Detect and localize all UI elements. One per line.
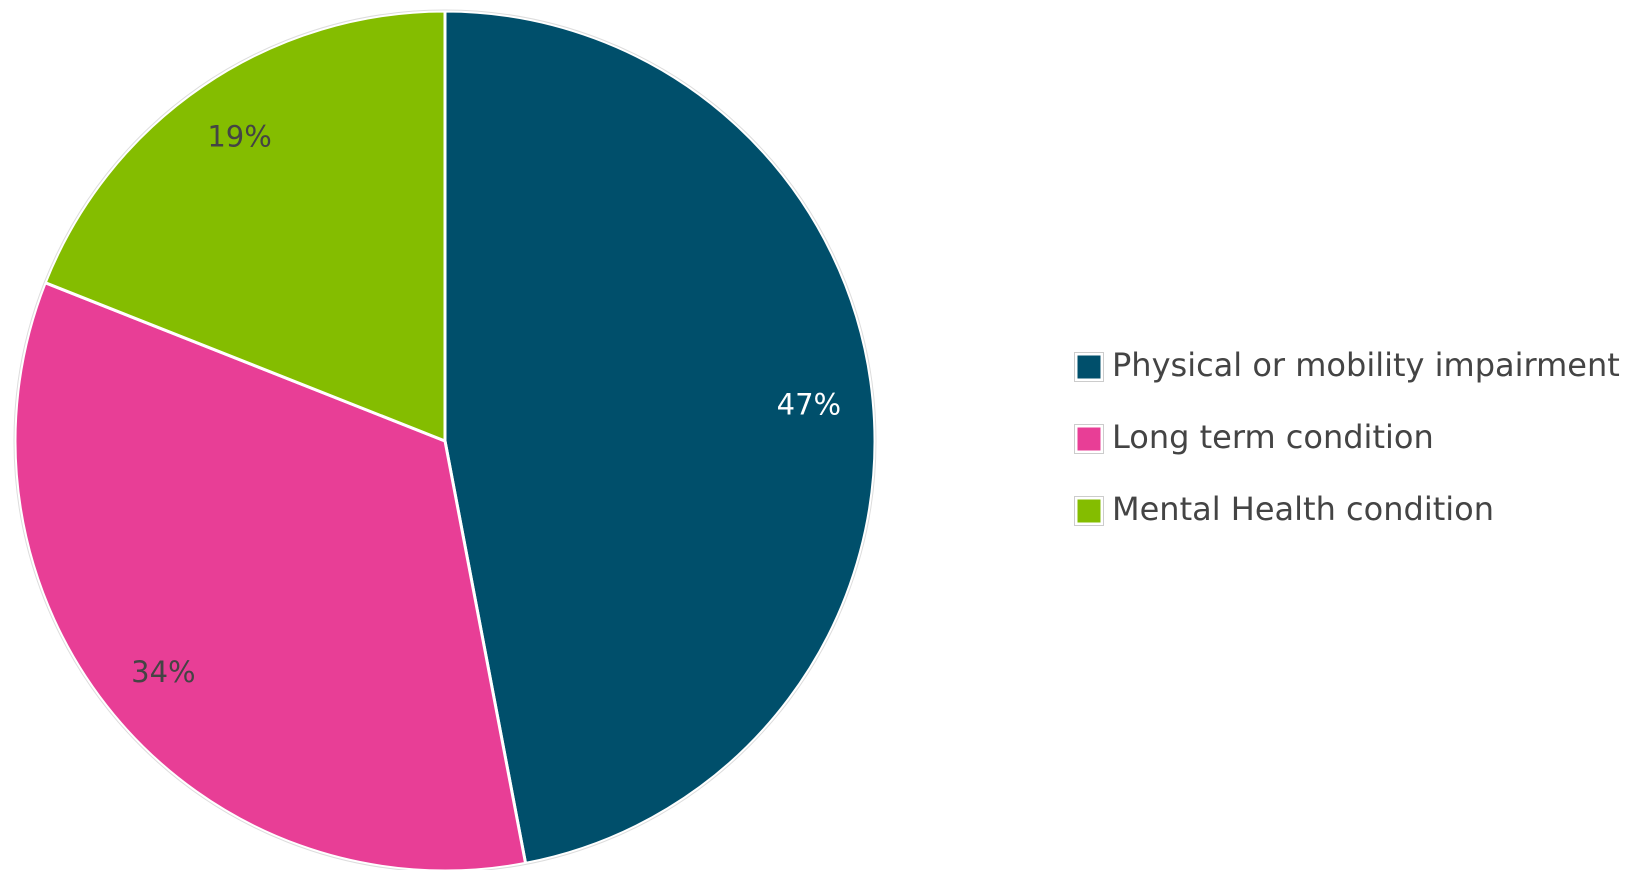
legend-swatch [1074, 424, 1104, 454]
legend-label: Mental Health condition [1112, 490, 1494, 528]
legend-swatch [1074, 496, 1104, 526]
legend-label: Long term condition [1112, 418, 1434, 456]
data-label: 19% [207, 120, 271, 154]
legend-swatch-border [1074, 352, 1104, 382]
legend-label: Physical or mobility impairment [1112, 346, 1620, 384]
legend-swatch-border [1074, 496, 1104, 526]
data-label: 34% [131, 655, 195, 689]
pie-slice [13, 280, 528, 870]
pie-slice [43, 9, 447, 444]
pie-outline [13, 9, 877, 870]
pie-slice [443, 9, 877, 866]
data-label: 47% [777, 388, 841, 422]
legend-swatch [1074, 352, 1104, 382]
legend-swatch-border [1074, 424, 1104, 454]
